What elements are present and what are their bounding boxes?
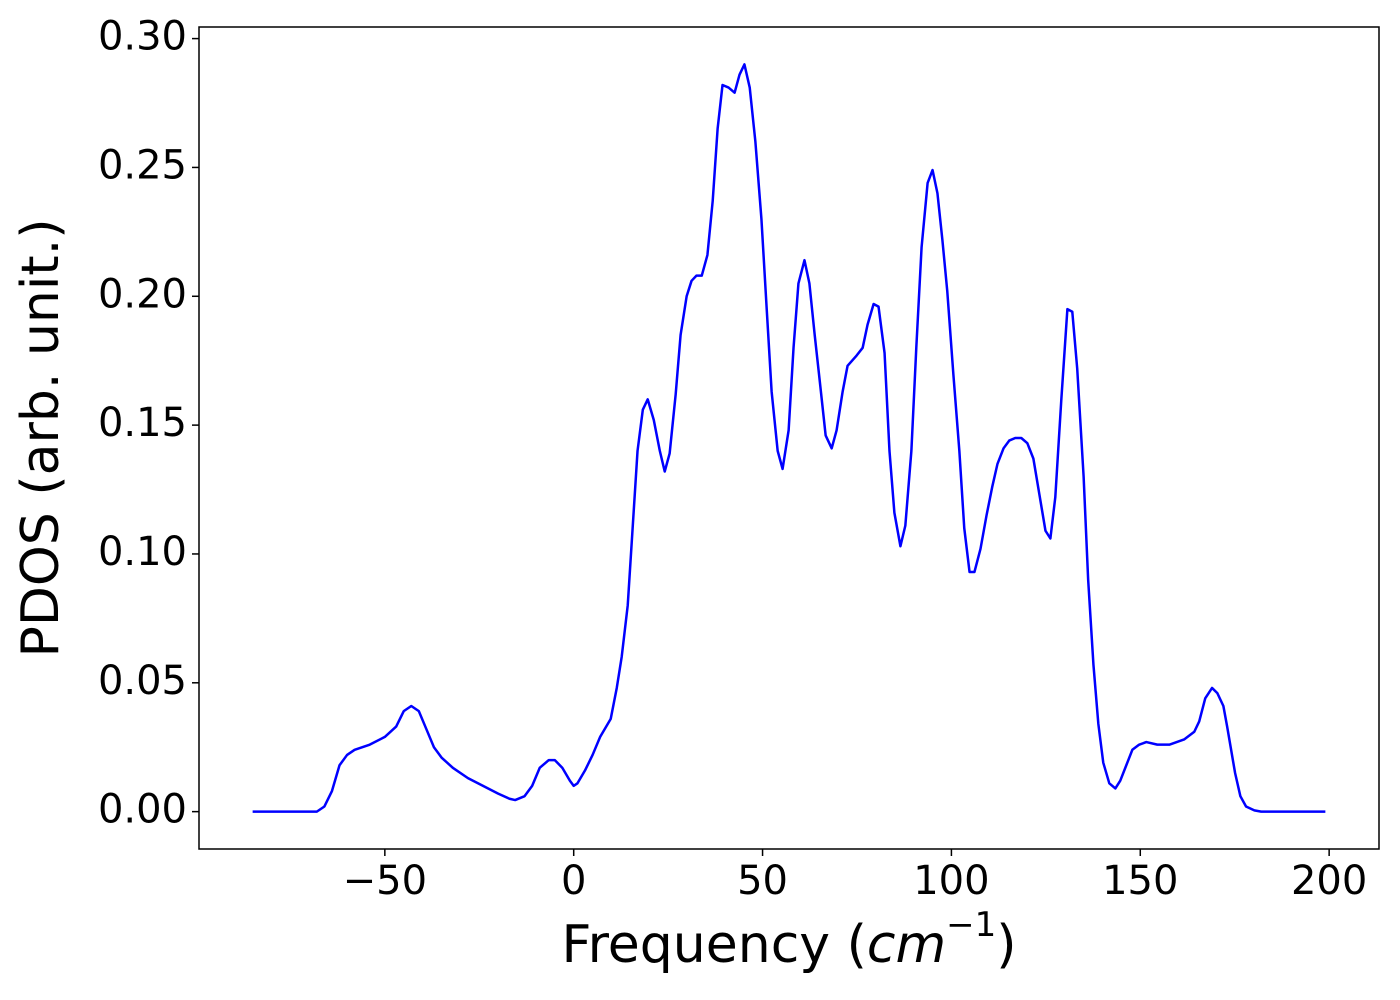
y-tick-label: 0.05 — [98, 658, 187, 704]
x-label-unit: cm — [867, 915, 946, 975]
x-tick-label: 150 — [1102, 858, 1178, 904]
y-tick-label: 0.00 — [98, 787, 187, 833]
y-tick-label: 0.20 — [98, 271, 187, 317]
x-tick-label: 100 — [913, 858, 989, 904]
line-series — [252, 63, 1326, 813]
y-tick-label: 0.25 — [98, 142, 187, 188]
plot-frame — [198, 26, 1380, 850]
x-tick-label: −50 — [343, 858, 427, 904]
y-tick-label: 0.10 — [98, 529, 187, 575]
y-tick-label: 0.30 — [98, 14, 187, 60]
y-tick-label: 0.15 — [98, 400, 187, 446]
x-label-close: ) — [996, 915, 1016, 975]
x-label-text: Frequency ( — [561, 915, 866, 975]
x-label-exponent: −1 — [946, 905, 996, 945]
x-axis-label: Frequency (cm−1) — [561, 905, 1016, 976]
x-tick-label: 50 — [737, 858, 788, 904]
x-tick-label: 0 — [561, 858, 586, 904]
y-axis-label: PDOS (arb. unit.) — [11, 218, 71, 657]
x-tick-label: 200 — [1291, 858, 1367, 904]
